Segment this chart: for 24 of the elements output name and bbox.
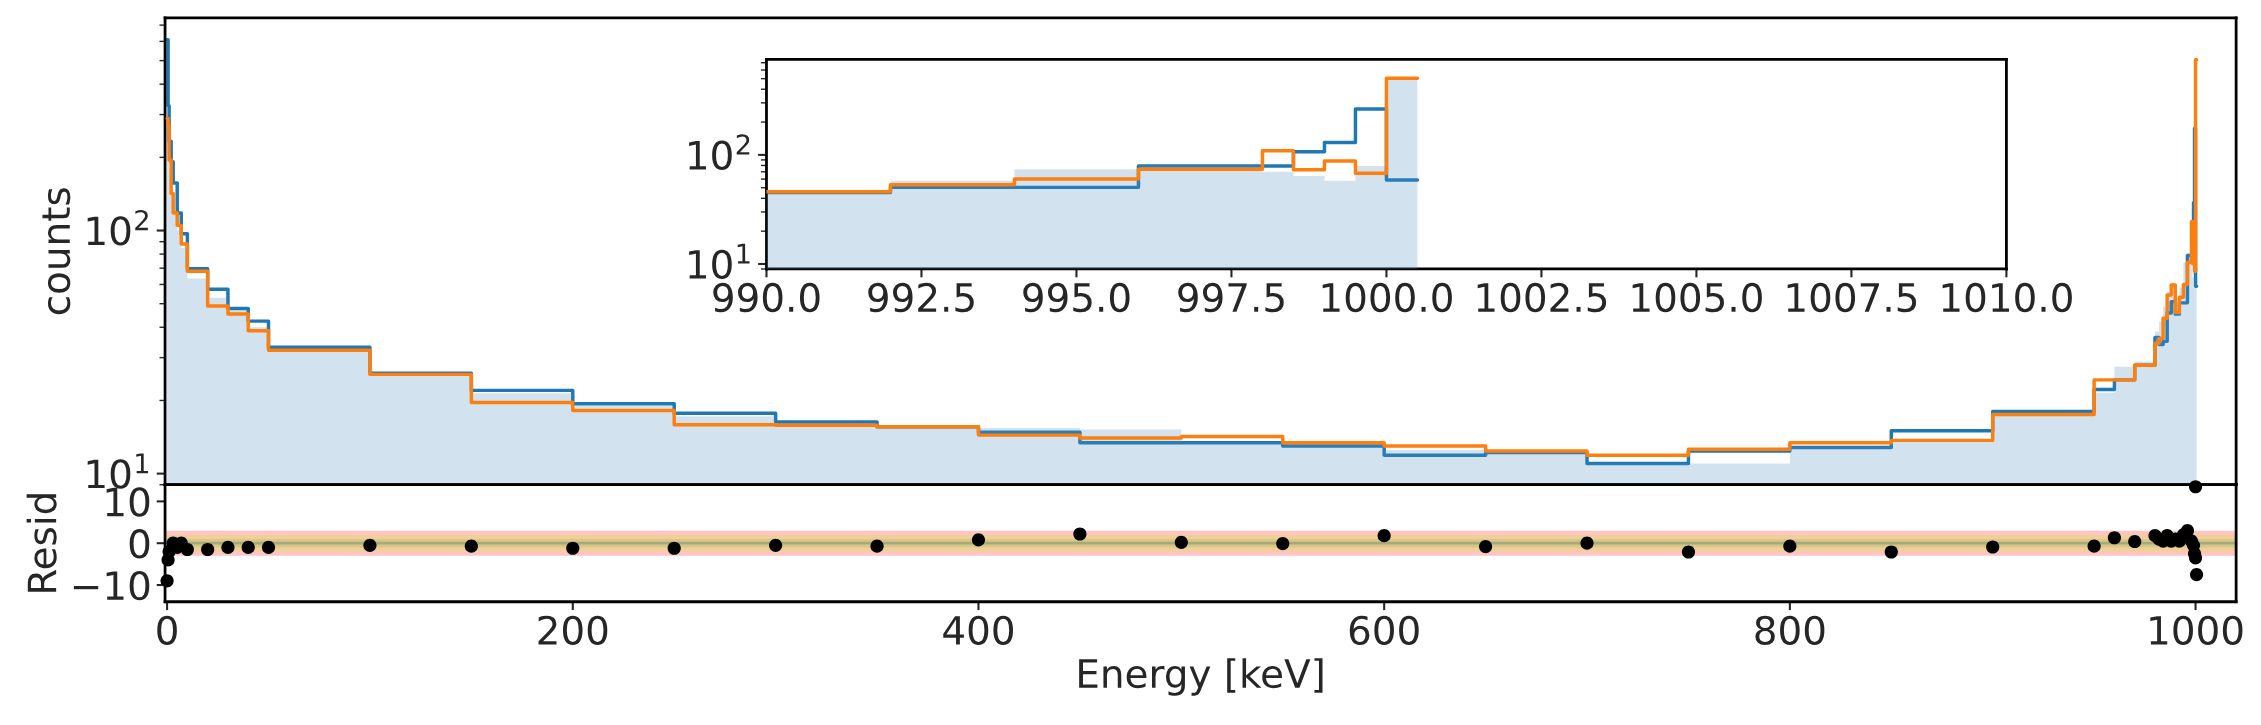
- y-axis-title: counts: [42, 188, 71, 315]
- x-tick-label: 1005.0: [1632, 282, 1762, 313]
- x-tick-label: 1007.5: [1787, 282, 1917, 313]
- x-tick-label: 600: [1349, 615, 1419, 646]
- y-tick-label: 10$^{2}$: [689, 134, 750, 170]
- x-axis-title: Energy [keV]: [1079, 658, 1323, 696]
- y-tick-label: 0: [129, 529, 150, 559]
- x-tick-label: 400: [943, 615, 1013, 646]
- y-axis-title: Resid: [26, 494, 57, 592]
- y-tick-label: 10$^{2}$: [87, 209, 148, 246]
- x-tick-label: 200: [538, 615, 608, 646]
- x-tick-label: 1002.5: [1477, 282, 1607, 313]
- x-tick-label: 992.5: [868, 282, 974, 313]
- x-tick-label: 1000.0: [1322, 282, 1452, 313]
- x-tick-label: 800: [1755, 615, 1825, 646]
- y-tick-label: 10$^{1}$: [689, 243, 750, 280]
- x-tick-label: 0: [157, 615, 177, 646]
- x-tick-label: 1000: [2150, 615, 2243, 646]
- x-tick-label: 990.0: [713, 282, 820, 313]
- y-tick-label: 10: [106, 487, 150, 517]
- y-tick-label: −10: [73, 570, 150, 601]
- x-tick-label: 995.0: [1023, 282, 1130, 313]
- x-tick-label: 997.5: [1178, 282, 1284, 313]
- x-tick-label: 1010.0: [1942, 282, 2072, 313]
